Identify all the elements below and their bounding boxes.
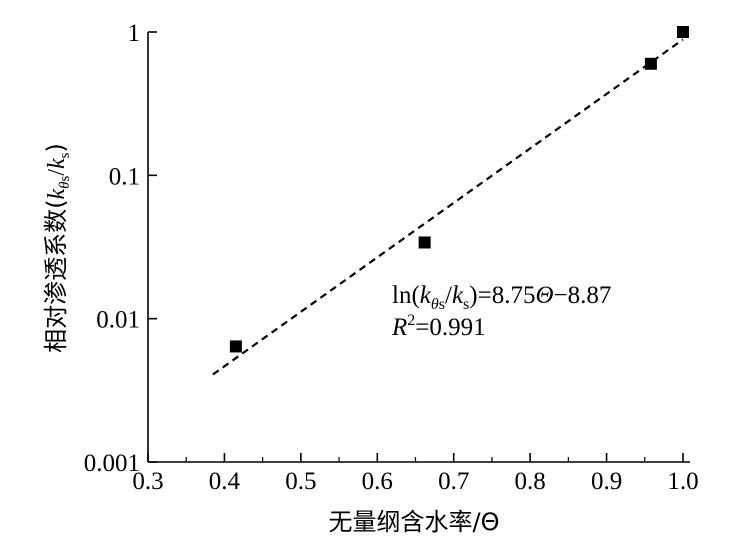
x-tick-label: 0.8 bbox=[515, 468, 546, 495]
axes bbox=[147, 32, 690, 463]
y-tick-label: 1 bbox=[128, 20, 141, 47]
x-tick-label: 0.9 bbox=[591, 468, 622, 495]
y-tick-label: 0.001 bbox=[84, 450, 140, 477]
x-tick-label: 0.7 bbox=[438, 468, 469, 495]
x-tick-label: 0.6 bbox=[362, 468, 393, 495]
data-points bbox=[229, 26, 689, 353]
data-point bbox=[229, 340, 242, 353]
r-squared-label: R2=0.991 bbox=[391, 312, 486, 341]
data-point bbox=[418, 236, 431, 249]
x-axis-title: 无量纲含水率/Θ bbox=[329, 508, 500, 536]
y-tick-label: 0.1 bbox=[109, 163, 140, 190]
y-axis-title: 相对渗透系数(kθs/ks) bbox=[42, 143, 73, 353]
data-point bbox=[677, 26, 689, 38]
data-point bbox=[644, 57, 657, 70]
y-tick-label: 0.01 bbox=[96, 307, 140, 334]
fit-line bbox=[212, 38, 684, 376]
x-tick-labels: 0.3 0.4 0.5 0.6 0.7 0.8 0.9 1.0 bbox=[132, 468, 698, 495]
x-tick-label: 1.0 bbox=[667, 468, 698, 495]
fit-equation: ln(kθs/ks)=8.75Θ−8.87 bbox=[392, 282, 611, 313]
x-ticks bbox=[147, 453, 684, 462]
y-tick-labels: 0.001 0.01 0.1 1 bbox=[84, 20, 140, 477]
y-ticks bbox=[148, 31, 157, 463]
x-tick-label: 0.3 bbox=[132, 468, 163, 495]
x-tick-label: 0.4 bbox=[209, 468, 241, 495]
x-tick-label: 0.5 bbox=[285, 468, 316, 495]
